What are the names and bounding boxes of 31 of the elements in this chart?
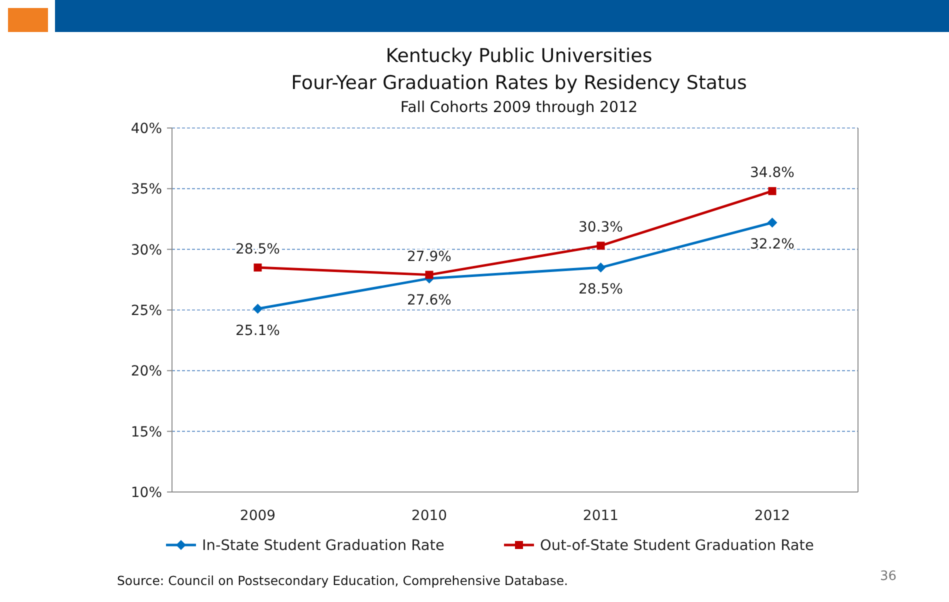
x-tick-label: 2011 [582, 508, 619, 524]
data-label: 34.8% [750, 165, 794, 182]
point [768, 187, 776, 196]
y-tick-label: 35% [130, 182, 162, 198]
point [254, 264, 262, 272]
chart-subtitle: Fall Cohorts 2009 through 2012 [400, 98, 638, 116]
point [596, 262, 606, 273]
point [596, 242, 605, 250]
data-label: 27.9% [407, 248, 452, 265]
data-label: 27.6% [407, 292, 452, 308]
y-tick-label: 20% [130, 364, 162, 380]
y-tick-label: 40% [130, 121, 162, 137]
chart-title: Kentucky Public Universities Four-Year Graduation Rates by Residency Status [291, 45, 747, 94]
data-label: 28.5% [578, 282, 623, 298]
x-tick-label: 2009 [240, 508, 276, 524]
legend-label: In-State Student Graduation Rate [202, 538, 444, 554]
point [767, 218, 778, 228]
point [425, 270, 434, 279]
point [252, 304, 263, 314]
data-label: 32.2% [750, 236, 794, 253]
x-tick-label: 2012 [754, 508, 790, 524]
legend-label: Out-of-State Student Graduation Rate [540, 538, 814, 554]
data-label: 30.3% [578, 220, 623, 236]
y-tick-label: 25% [130, 303, 162, 319]
x-tick-label: 2010 [411, 508, 448, 524]
text: 36 [880, 569, 897, 584]
data-label: 25.1% [236, 322, 280, 339]
y-tick-label: 15% [130, 424, 162, 440]
y-tick-label: 30% [130, 242, 162, 258]
y-tick-label: 10% [130, 485, 162, 501]
source-note: Source: Council on Postsecondary Education, Comprehensive Database. [117, 573, 568, 588]
